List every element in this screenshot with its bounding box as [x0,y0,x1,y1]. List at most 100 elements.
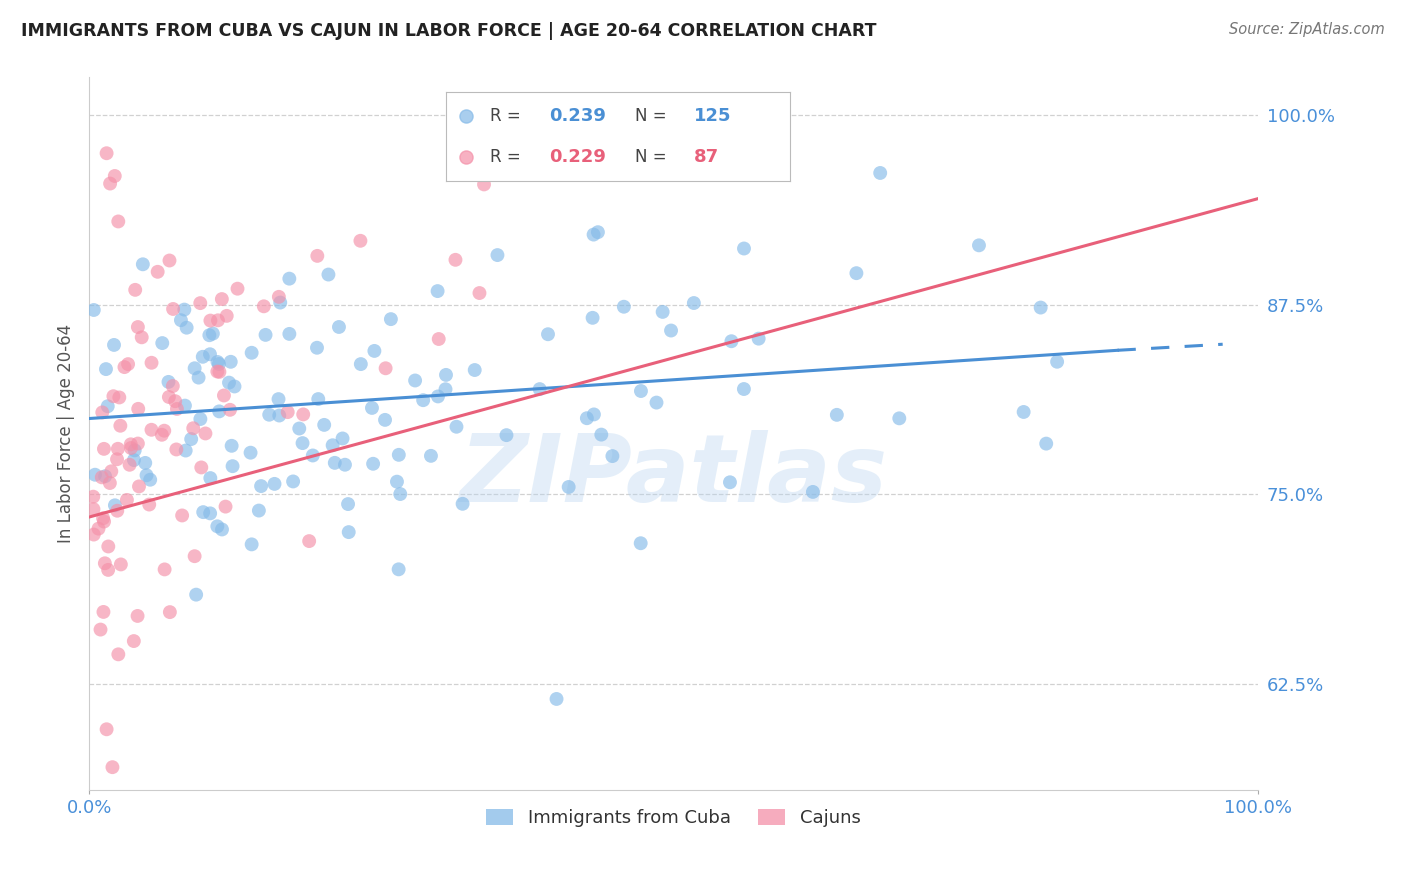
Point [659,324,682,338]
Point [96,723,118,737]
Point [174,443,197,458]
Point [104,169,127,183]
Point [582,227,605,242]
Legend: Immigrants from Cuba, Cajuns: Immigrants from Cuba, Cajuns [479,802,868,834]
Point [176,320,198,334]
Point [278,326,301,341]
Point [97,399,120,413]
Point [105,504,128,518]
Point [314,417,336,432]
Point [162,379,184,393]
Point [200,471,222,485]
Point [1046,355,1069,369]
Point [91,511,114,525]
Point [389,487,412,501]
Point [682,296,704,310]
Point [124,283,146,297]
Point [464,363,486,377]
Point [288,421,311,435]
Point [495,428,517,442]
Point [110,418,132,433]
Point [96,146,118,161]
Point [537,327,560,342]
Point [278,271,301,285]
Point [183,549,205,564]
Text: Source: ZipAtlas.com: Source: ZipAtlas.com [1229,22,1385,37]
Point [472,178,495,192]
Point [307,392,329,406]
Point [240,345,263,359]
Point [323,456,346,470]
Point [374,361,396,376]
Point [1035,436,1057,450]
Point [100,464,122,478]
Point [801,484,824,499]
Point [630,536,652,550]
Point [651,305,673,319]
Point [221,459,243,474]
Point [153,562,176,576]
Point [191,350,214,364]
Point [468,286,491,301]
Point [173,302,195,317]
Point [157,375,180,389]
Point [591,427,613,442]
Point [120,441,142,455]
Point [434,382,457,396]
Point [82,490,104,504]
Point [188,296,211,310]
Point [90,470,112,484]
Point [207,355,229,369]
Point [103,338,125,352]
Point [645,395,668,409]
Point [363,343,385,358]
Point [141,356,163,370]
Point [557,480,579,494]
Point [174,399,197,413]
Point [582,408,605,422]
Point [546,692,568,706]
Point [93,605,115,619]
Point [101,760,124,774]
Point [337,497,360,511]
Point [118,458,141,472]
Y-axis label: In Labor Force | Age 20-64: In Labor Force | Age 20-64 [58,324,75,543]
Point [127,320,149,334]
Point [825,408,848,422]
Point [250,479,273,493]
Point [198,507,221,521]
Point [267,392,290,406]
Point [219,402,242,417]
Point [159,605,181,619]
Point [427,332,450,346]
Point [226,282,249,296]
Point [122,453,145,467]
Point [257,408,280,422]
Point [91,405,114,419]
Point [720,334,742,349]
Point [157,390,180,404]
Point [105,452,128,467]
Point [181,421,204,435]
Point [162,301,184,316]
Point [124,443,146,458]
Point [267,290,290,304]
Point [318,268,340,282]
Point [269,295,291,310]
Point [307,249,329,263]
Point [613,300,636,314]
Point [426,284,449,298]
Point [165,442,187,457]
Point [420,449,443,463]
Point [93,442,115,456]
Point [444,252,467,267]
Point [292,408,315,422]
Point [198,328,221,343]
Point [385,475,408,489]
Point [412,393,434,408]
Point [291,436,314,450]
Point [361,401,384,415]
Point [110,558,132,572]
Point [187,370,209,384]
Point [200,313,222,327]
